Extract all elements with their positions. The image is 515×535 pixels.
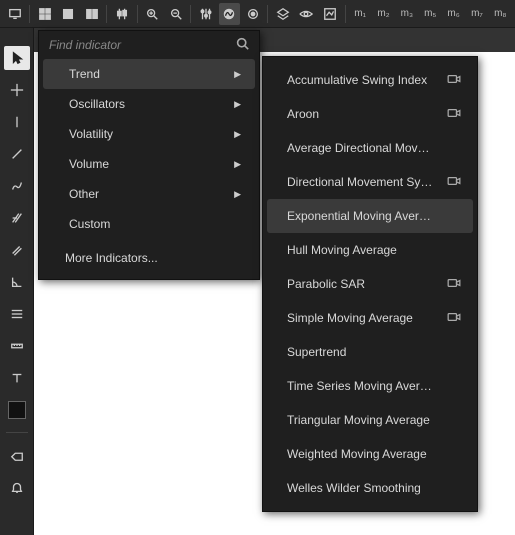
indicator-label: Aroon [287, 107, 319, 121]
tag-tool[interactable] [4, 443, 30, 467]
indicator-item[interactable]: Aroon [267, 97, 473, 131]
indicator-button[interactable] [219, 3, 240, 25]
indicator-item[interactable]: Supertrend [267, 335, 473, 369]
category-volatility[interactable]: Volatility ▶ [43, 119, 255, 149]
indicator-item[interactable]: Exponential Moving Average [267, 199, 473, 233]
video-icon [447, 277, 461, 291]
timeframe-5[interactable]: m₇ [466, 8, 487, 19]
indicator-categories-menu: Trend▶Oscillators▶Volatility▶Volume▶Othe… [38, 30, 260, 280]
pitchfork-tool[interactable] [4, 206, 30, 230]
indicator-submenu: Accumulative Swing Index Aroon Average Dir… [262, 56, 478, 512]
indicator-label: Weighted Moving Average [287, 447, 427, 461]
timeframe-6[interactable]: m₈ [490, 8, 511, 19]
indicator-item[interactable]: Hull Moving Average [267, 233, 473, 267]
indicator-label: Time Series Moving Average [287, 379, 435, 393]
video-icon [447, 73, 461, 87]
timeframe-0[interactable]: m₁ [349, 8, 370, 19]
indicator-item[interactable]: Accumulative Swing Index [267, 63, 473, 97]
category-label: Other [69, 187, 99, 201]
submenu-arrow-icon: ▶ [234, 129, 241, 140]
category-label: Trend [69, 67, 100, 81]
more-indicators[interactable]: More Indicators... [39, 239, 259, 273]
indicator-item[interactable]: Welles Wilder Smoothing [267, 471, 473, 505]
timeframe-4[interactable]: m₆ [443, 8, 464, 19]
ruler-tool[interactable] [4, 334, 30, 358]
pointer-tool[interactable] [4, 46, 30, 70]
indicator-label: Directional Movement System [287, 175, 435, 189]
search-input[interactable] [49, 38, 230, 52]
parallel-tool[interactable] [4, 238, 30, 262]
text-tool[interactable] [4, 366, 30, 390]
timeframe-3[interactable]: m₅ [420, 8, 441, 19]
left-toolbar [0, 28, 34, 535]
indicator-item[interactable]: Weighted Moving Average [267, 437, 473, 471]
category-custom[interactable]: Custom [43, 209, 255, 239]
square-button[interactable] [58, 3, 79, 25]
indicator-item[interactable]: Directional Movement System [267, 165, 473, 199]
category-volume[interactable]: Volume ▶ [43, 149, 255, 179]
indicator-item[interactable]: Simple Moving Average [267, 301, 473, 335]
video-icon [447, 107, 461, 121]
candles-button[interactable] [111, 3, 132, 25]
indicator-label: Average Directional Movem... [287, 141, 435, 155]
layers-button[interactable] [272, 3, 293, 25]
video-icon [447, 311, 461, 325]
brush-tool[interactable] [4, 174, 30, 198]
grid-button[interactable] [34, 3, 55, 25]
angle-tool[interactable] [4, 270, 30, 294]
indicator-label: Welles Wilder Smoothing [287, 481, 421, 495]
submenu-arrow-icon: ▶ [234, 189, 241, 200]
submenu-arrow-icon: ▶ [234, 159, 241, 170]
submenu-arrow-icon: ▶ [234, 99, 241, 110]
trendline-tool[interactable] [4, 142, 30, 166]
video-icon [447, 175, 461, 189]
fib-tool[interactable] [4, 302, 30, 326]
monitor-button[interactable] [4, 3, 25, 25]
category-other[interactable]: Other ▶ [43, 179, 255, 209]
indicator-label: Parabolic SAR [287, 277, 365, 291]
indicator-item[interactable]: Triangular Moving Average [267, 403, 473, 437]
category-oscillators[interactable]: Oscillators ▶ [43, 89, 255, 119]
equalizer-button[interactable] [195, 3, 216, 25]
indicator-label: Exponential Moving Average [287, 209, 435, 223]
indicator-label: Supertrend [287, 345, 346, 359]
indicator-item[interactable]: Average Directional Movem... [267, 131, 473, 165]
crosshair-tool[interactable] [4, 78, 30, 102]
zoom-out-button[interactable] [165, 3, 186, 25]
category-label: Oscillators [69, 97, 125, 111]
zoom-in-button[interactable] [142, 3, 163, 25]
columns-button[interactable] [81, 3, 102, 25]
indicator-label: Triangular Moving Average [287, 413, 430, 427]
indicator-label: Accumulative Swing Index [287, 73, 427, 87]
search-row [39, 31, 259, 59]
indicator-label: Hull Moving Average [287, 243, 397, 257]
search-icon[interactable] [236, 37, 249, 53]
settings-chart-button[interactable] [319, 3, 340, 25]
category-trend[interactable]: Trend ▶ [43, 59, 255, 89]
submenu-arrow-icon: ▶ [234, 69, 241, 80]
timeframe-2[interactable]: m₃ [396, 8, 417, 19]
indicator-item[interactable]: Parabolic SAR [267, 267, 473, 301]
vline-tool[interactable] [4, 110, 30, 134]
category-label: Volume [69, 157, 109, 171]
timeframe-1[interactable]: m₂ [373, 8, 394, 19]
category-label: Volatility [69, 127, 113, 141]
color-swatch[interactable] [4, 398, 30, 422]
top-toolbar: m₁m₂m₃m₅m₆m₇m₈ [0, 0, 515, 28]
indicator-item[interactable]: Time Series Moving Average [267, 369, 473, 403]
cursor-dot-button[interactable] [242, 3, 263, 25]
eye-button[interactable] [296, 3, 317, 25]
category-label: Custom [69, 217, 110, 231]
indicator-label: Simple Moving Average [287, 311, 413, 325]
bell-tool[interactable] [4, 475, 30, 499]
